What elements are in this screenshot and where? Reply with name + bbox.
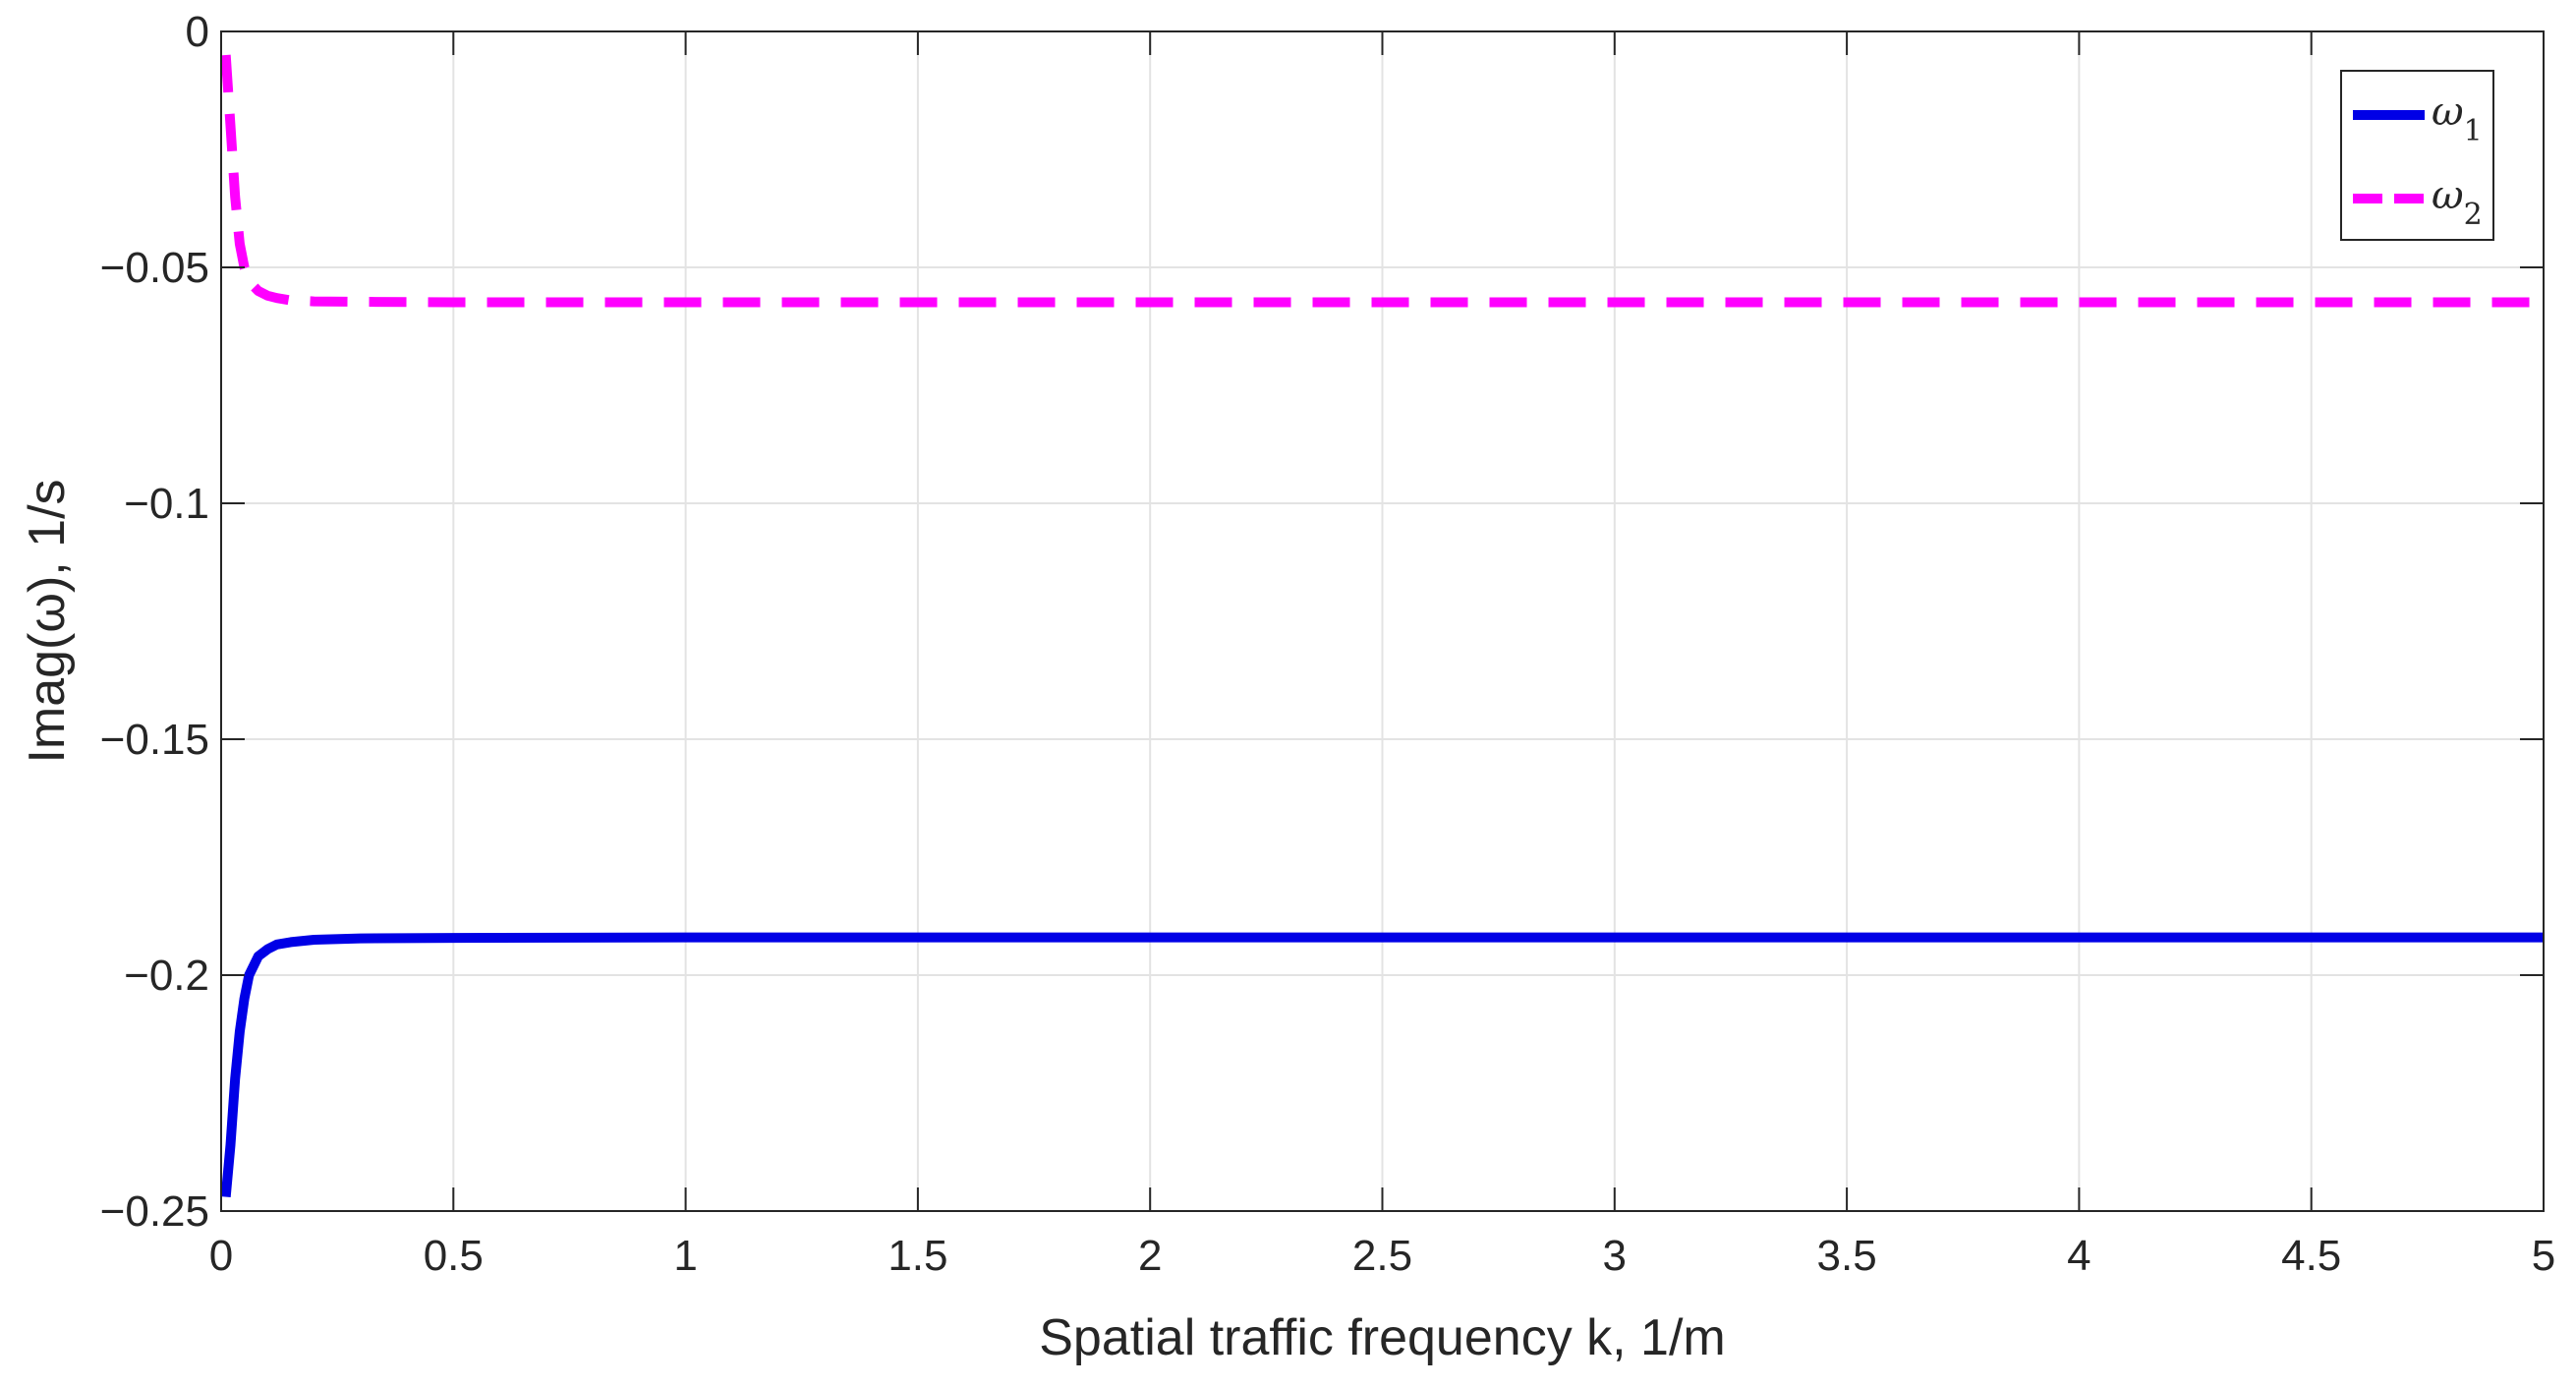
x-tick-label: 3 [1603,1232,1627,1280]
y-tick-label: −0.25 [100,1187,209,1236]
y-axis-label: Imag(ω), 1/s [19,479,76,763]
x-tick-label: 0 [209,1232,233,1280]
x-tick-label: 4.5 [2281,1232,2341,1280]
legend-label-base: ω [2432,173,2464,218]
x-tick-label: 2 [1138,1232,1162,1280]
series-layer [220,54,2544,1198]
x-axis-label: Spatial traffic frequency k, 1/m [1039,1309,1725,1366]
x-tick-label: 1 [673,1232,697,1280]
axis-ticks [220,30,2545,1212]
legend-box [2340,70,2494,241]
x-tick-label: 3.5 [1817,1232,1877,1280]
x-tick-label: 1.5 [887,1232,947,1280]
series-line-2 [220,54,2544,308]
x-tick-label: 5 [2532,1232,2555,1280]
y-tick-label: 0 [186,8,209,56]
legend-label-sub: 2 [2464,198,2483,232]
x-tick-label: 4 [2067,1232,2090,1280]
legend-label-2: ω2 [2432,173,2483,232]
x-tick-label: 2.5 [1352,1232,1412,1280]
legend-label-base: ω [2432,89,2464,135]
x-tick-labels: 0 0.5 1 1.5 2 2.5 3 3.5 4 4.5 5 [209,1232,2555,1280]
y-tick-label: −0.15 [100,716,209,764]
y-tick-label: −0.05 [100,244,209,292]
y-tick-labels: 0 −0.05 −0.1 −0.15 −0.2 −0.25 [100,8,209,1236]
series-line-1 [220,932,2544,1198]
y-tick-label: −0.1 [124,480,209,528]
legend-label-1: ω1 [2432,89,2483,148]
y-tick-label: −0.2 [124,952,209,1000]
x-tick-label: 0.5 [424,1232,484,1280]
legend-label-sub: 1 [2464,114,2483,148]
